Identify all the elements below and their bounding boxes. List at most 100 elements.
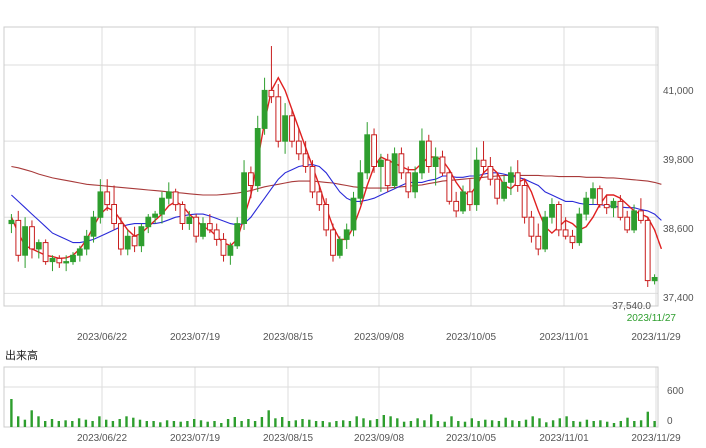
candle-body — [487, 166, 494, 180]
candle-body — [248, 172, 254, 187]
candle-body — [220, 238, 227, 256]
price-x-tick-label: 2023/10/05 — [446, 332, 496, 343]
candle-body — [213, 229, 220, 240]
volume-bar — [57, 421, 60, 427]
volume-bar — [369, 420, 372, 427]
volume-bar — [294, 420, 297, 427]
volume-bar — [490, 420, 494, 427]
volume-bar — [172, 421, 176, 427]
candle-body — [583, 197, 590, 215]
price-x-tick-label: 2023/11/29 — [631, 332, 681, 343]
volume-bar — [362, 418, 365, 427]
candle-body — [206, 223, 213, 231]
volume-bar — [125, 416, 128, 427]
volume-bar — [409, 421, 413, 427]
candle-body — [364, 134, 371, 174]
volume-bar — [524, 419, 528, 427]
volume-bar — [281, 417, 284, 427]
volume-bar — [138, 419, 142, 427]
volume-bar — [348, 421, 352, 427]
price-x-tick-label: 2023/09/08 — [354, 332, 404, 343]
candle-body — [56, 257, 63, 264]
candle-body — [104, 191, 111, 206]
candle-body — [603, 204, 610, 209]
price-y-tick-label: 38,600 — [663, 224, 694, 235]
price-y-tick-label: 39,800 — [663, 155, 694, 166]
volume-bar — [335, 421, 338, 427]
volume-bar — [64, 420, 67, 427]
price-x-tick-label: 2023/11/01 — [539, 332, 589, 343]
candle-body — [309, 166, 316, 193]
volume-bar — [220, 423, 223, 427]
candle-body — [111, 204, 117, 224]
volume-bar — [497, 421, 501, 427]
volume-y-axis: 600 0 — [667, 386, 684, 427]
volume-bar — [10, 399, 13, 427]
volume-bar — [599, 420, 602, 427]
volume-bar — [585, 419, 589, 427]
volume-bar — [226, 419, 230, 427]
price-frame-rect — [3, 26, 659, 307]
candle-body — [460, 191, 466, 212]
volume-x-tick-label: 2023/09/08 — [354, 433, 404, 444]
volume-bar — [321, 421, 324, 427]
volume-bar — [342, 420, 345, 427]
price-x-tick-label: 2023/06/22 — [77, 332, 127, 343]
volume-x-tick-label: 2023/07/19 — [170, 433, 220, 444]
volume-bar — [450, 416, 453, 427]
candle-body — [378, 159, 384, 167]
candle-body — [145, 216, 152, 228]
volume-bar — [592, 421, 595, 427]
candle-body — [405, 172, 412, 193]
candle-body — [412, 172, 419, 193]
candle-body — [22, 226, 29, 256]
volume-gridlines — [4, 367, 658, 428]
candle-body — [76, 248, 83, 256]
candle-body — [528, 216, 535, 237]
volume-bar — [287, 421, 291, 427]
candle-body — [193, 216, 200, 237]
volume-bar — [518, 421, 521, 427]
volume-bar — [152, 421, 155, 427]
candle-body — [638, 210, 644, 221]
volume-bar — [179, 421, 182, 427]
volume-x-tick-label: 2023/11/29 — [631, 433, 681, 444]
volume-bar — [193, 419, 196, 427]
candle-body — [29, 226, 35, 250]
volume-bar — [91, 421, 94, 427]
candle-body — [432, 156, 439, 167]
candle-body — [254, 128, 261, 187]
volume-title: 出来高 — [5, 350, 38, 362]
candle-body — [644, 219, 651, 282]
volume-bar — [545, 422, 548, 427]
moving-average-line — [11, 165, 662, 196]
price-x-axis: 2023/06/22 2023/07/19 2023/08/15 2023/09… — [77, 332, 681, 343]
volume-bar — [463, 421, 467, 427]
candle-body — [179, 204, 186, 224]
volume-bars — [10, 399, 656, 427]
candle-body — [371, 134, 378, 168]
volume-bar — [646, 411, 649, 427]
volume-bar — [443, 421, 446, 427]
candle-body — [590, 188, 596, 199]
candle-body — [302, 153, 309, 168]
candle-body — [514, 172, 521, 187]
volume-bar — [382, 415, 385, 427]
candle-body — [268, 89, 275, 98]
volume-bar — [159, 422, 162, 427]
candle-body — [384, 159, 391, 187]
volume-bar — [213, 421, 216, 427]
volume-bar — [132, 417, 135, 427]
candle-body — [508, 172, 514, 183]
candle-body — [521, 185, 528, 218]
candlesticks — [8, 46, 658, 287]
volume-x-axis: 2023/06/22 2023/07/19 2023/08/15 2023/09… — [77, 433, 681, 444]
candle-body — [501, 181, 508, 199]
candle-body — [90, 216, 97, 237]
candle-body — [42, 242, 49, 263]
volume-bar — [619, 421, 622, 427]
volume-y-tick-label: 0 — [667, 416, 673, 427]
candle-body — [624, 216, 631, 231]
volume-bar — [396, 418, 399, 427]
